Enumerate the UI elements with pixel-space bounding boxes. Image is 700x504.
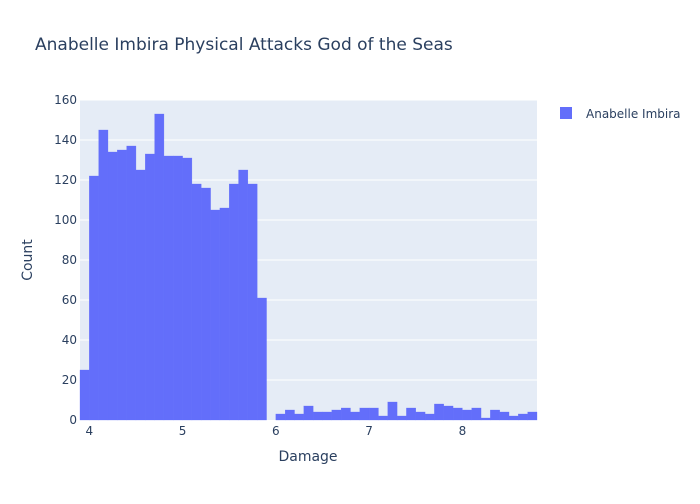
legend-swatch [560, 107, 572, 119]
histogram-bar[interactable] [285, 409, 295, 421]
y-tick-label: 0 [69, 413, 77, 427]
histogram-bar[interactable] [294, 413, 304, 421]
x-axis-label: Damage [278, 449, 337, 465]
chart-title: Anabelle Imbira Physical Attacks God of … [35, 35, 453, 55]
histogram-bar[interactable] [350, 411, 360, 421]
histogram-bar[interactable] [145, 153, 155, 421]
histogram-bar[interactable] [210, 209, 221, 421]
histogram-bar[interactable] [331, 409, 342, 421]
histogram-bar[interactable] [257, 297, 267, 421]
histogram-bar[interactable] [182, 157, 193, 421]
histogram-bar[interactable] [107, 151, 118, 421]
histogram-bar[interactable] [219, 207, 230, 421]
histogram-bar[interactable] [490, 409, 500, 421]
histogram-bar[interactable] [303, 405, 314, 421]
x-tick-label: 7 [365, 424, 373, 438]
y-axis-label: Count [20, 239, 36, 281]
x-tick-label: 8 [459, 424, 467, 438]
histogram-bar[interactable] [163, 155, 174, 421]
histogram-bar[interactable] [89, 175, 99, 421]
y-tick-label: 40 [62, 333, 77, 347]
histogram-bar[interactable] [396, 415, 407, 421]
histogram-bar[interactable] [471, 407, 482, 421]
histogram-bar[interactable] [126, 145, 137, 421]
histogram-bar[interactable] [79, 369, 90, 421]
y-tick-label: 140 [54, 133, 77, 147]
histogram-bar[interactable] [480, 417, 491, 421]
histogram-bar[interactable] [340, 407, 351, 421]
legend[interactable]: Anabelle Imbira [560, 107, 681, 121]
histogram-bar[interactable] [378, 415, 388, 421]
histogram-bar[interactable] [154, 113, 165, 421]
histogram-bar[interactable] [359, 407, 370, 421]
histogram-bar[interactable] [191, 183, 202, 421]
histogram-bar[interactable] [173, 155, 183, 421]
y-tick-label: 20 [62, 373, 77, 387]
histogram-bar[interactable] [98, 129, 109, 421]
y-tick-label: 160 [54, 93, 77, 107]
histogram-bar[interactable] [238, 169, 249, 421]
histogram-bar[interactable] [387, 401, 398, 421]
x-axis-ticks: 4 5 6 7 8 [86, 424, 467, 438]
x-tick-label: 5 [179, 424, 187, 438]
histogram-bar[interactable] [508, 415, 519, 421]
histogram-bar[interactable] [247, 183, 258, 421]
x-tick-label: 4 [86, 424, 94, 438]
histogram-bar[interactable] [452, 407, 463, 421]
histogram-bar[interactable] [406, 407, 416, 421]
histogram-bar[interactable] [275, 413, 286, 421]
histogram-bar[interactable] [201, 187, 211, 421]
legend-label: Anabelle Imbira [586, 107, 681, 121]
histogram-bar[interactable] [368, 407, 379, 421]
histogram-bar[interactable] [443, 405, 454, 421]
y-tick-label: 60 [62, 293, 77, 307]
y-tick-label: 120 [54, 173, 77, 187]
y-tick-label: 100 [54, 213, 77, 227]
histogram-bar[interactable] [415, 411, 426, 421]
histogram-bar[interactable] [229, 183, 239, 421]
histogram-bar[interactable] [462, 409, 472, 421]
y-tick-label: 80 [62, 253, 77, 267]
histogram-bar[interactable] [434, 403, 444, 421]
histogram-bar[interactable] [518, 413, 528, 421]
bars [79, 113, 538, 421]
x-tick-label: 6 [272, 424, 280, 438]
histogram-bar[interactable] [322, 411, 332, 421]
y-axis-ticks: 0 20 40 60 80 100 120 140 160 [54, 93, 77, 427]
histogram-bar[interactable] [135, 169, 146, 421]
histogram-bar[interactable] [527, 411, 538, 421]
histogram-bar[interactable] [117, 149, 127, 421]
histogram-bar[interactable] [499, 411, 510, 421]
histogram-bar[interactable] [313, 411, 323, 421]
histogram-bar[interactable] [424, 413, 435, 421]
